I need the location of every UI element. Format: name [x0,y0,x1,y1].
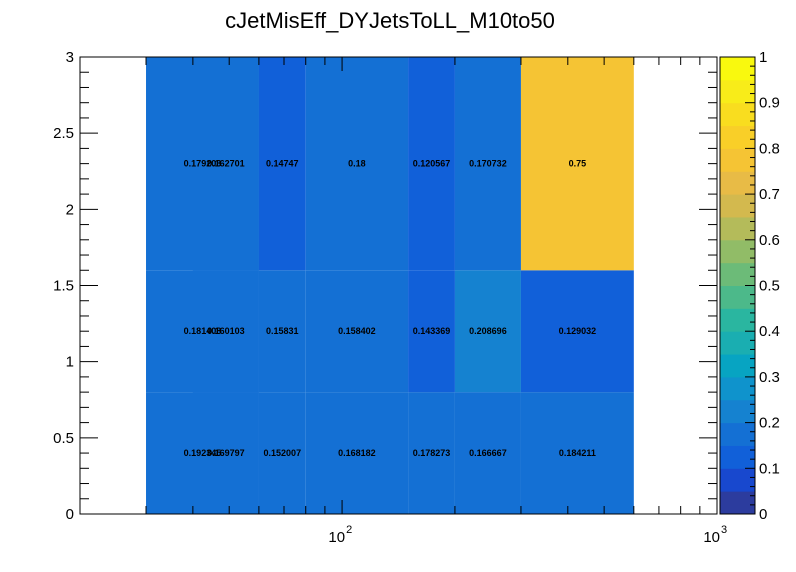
colorbar-tick-label: 0.1 [759,460,780,477]
colorbar-segment [720,216,755,241]
y-tick-label: 3 [66,49,74,66]
cell-value-label: 0.75 [569,159,587,169]
colorbar-segment [720,194,755,218]
colorbar-segment [720,399,755,424]
colorbar-segment [720,354,755,378]
cell-value-label: 0.120567 [413,159,451,169]
heatmap-cell [408,270,455,393]
cell-value-label: 0.143369 [413,326,451,336]
cell-value-label: 0.160103 [207,326,245,336]
heatmap-cell [305,270,409,393]
x-tick-exponent: 2 [346,524,352,536]
colorbar-segment [720,376,755,401]
colorbar-segment [720,125,755,149]
heatmap-cell [192,57,259,271]
colorbar-segment [720,171,755,195]
cell-value-label: 0.14747 [266,159,299,169]
colorbar-segment [720,331,755,355]
heatmap-cell [258,392,306,514]
y-tick-label: 2 [66,201,74,218]
cell-value-label: 0.192345 [184,448,222,458]
chart-title: cJetMisEff_DYJetsToLL_M10to50 [225,8,555,33]
cell-value-label: 0.184211 [559,448,596,458]
colorbar-segment [720,422,755,446]
heatmap-cell [520,57,634,271]
y-tick-label: 0.5 [53,430,74,447]
colorbar-segment [720,491,755,515]
heatmap-cell [305,57,409,271]
heatmap-cell [454,392,521,514]
colorbar-tick-label: 0.4 [759,323,780,340]
colorbar-tick-label: 0.9 [759,95,780,112]
colorbar-tick-label: 0 [759,506,767,523]
cell-value-label: 0.162701 [207,159,245,169]
colorbar-segment [720,285,755,309]
cell-value-label: 0.129032 [559,326,597,336]
heatmap-cell [305,392,409,514]
colorbar-segment [720,239,755,264]
heatmap-cell [520,270,634,393]
x-tick-exponent: 3 [721,524,727,536]
y-tick-label: 0 [66,506,74,523]
cell-value-label: 0.181408 [184,326,222,336]
colorbar-segment [720,445,755,469]
cell-value-label: 0.170732 [469,159,507,169]
heatmap-cell [408,392,455,514]
colorbar-tick-label: 0.6 [759,232,780,249]
x-tick-label: 10 3 [703,524,727,546]
colorbar-tick-label: 0.5 [759,278,780,295]
heatmap-cell [454,270,521,393]
heatmap-cell [192,392,259,514]
cell-value-label: 0.208696 [469,326,507,336]
cell-value-label: 0.18 [348,159,366,169]
colorbar-tick-label: 0.2 [759,415,780,432]
cell-value-label: 0.158402 [338,326,376,336]
x-tick-label: 10 2 [328,524,352,546]
x-tick-base: 10 [703,529,720,546]
colorbar-segment [720,148,755,172]
heatmap-cell [408,57,455,271]
y-tick-label: 2.5 [53,125,74,142]
heatmap-cell-labels: 0.192345 0.181408 0.179203 0.169797 0.160103… [184,159,596,458]
heatmap-cell [258,57,306,271]
colorbar-segment [720,262,755,286]
colorbar-segment [720,102,755,127]
colorbar-segment [720,79,755,104]
x-tick-base: 10 [328,529,345,546]
colorbar-tick-label: 0.3 [759,369,780,386]
colorbar-segment [720,308,755,332]
colorbar-segment [720,468,755,492]
colorbar-tick-label: 0.8 [759,140,780,157]
colorbar: 0 0.1 0.2 0.3 0.4 0.5 0.6 0.7 0.8 0.9 1 [719,49,780,523]
heatmap-cell [454,57,521,271]
cell-value-label: 0.178273 [413,448,451,458]
colorbar-tick-label: 1 [759,49,767,66]
y-tick-label: 1.5 [53,278,74,295]
heatmap-cells [146,57,634,514]
cell-value-label: 0.166667 [469,448,507,458]
cell-value-label: 0.169797 [207,448,245,458]
cell-value-label: 0.152007 [264,448,302,458]
cell-value-label: 0.179203 [184,159,222,169]
cell-value-label: 0.15831 [266,326,299,336]
heatmap-cell [520,392,634,514]
heatmap-cell [258,270,306,393]
colorbar-segment [720,57,755,81]
colorbar-tick-label: 0.7 [759,186,780,203]
cell-value-label: 0.168182 [338,448,376,458]
y-tick-label: 1 [66,354,74,371]
heatmap-cell [192,270,259,393]
